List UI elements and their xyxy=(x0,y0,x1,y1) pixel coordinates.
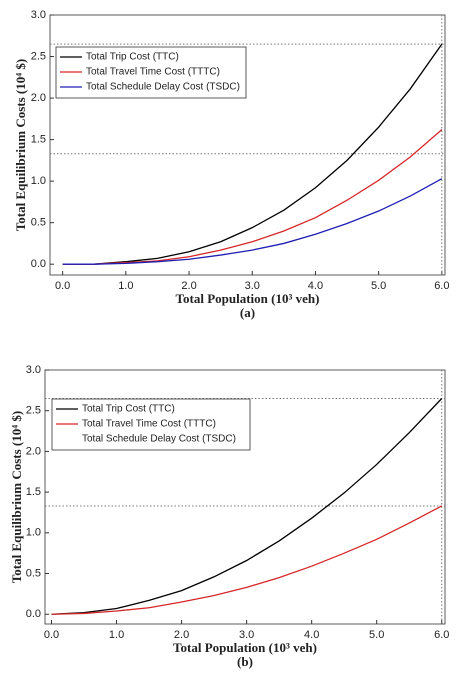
x-tick-label: 1.0 xyxy=(109,629,124,641)
x-tick-label: 5.0 xyxy=(371,280,386,292)
x-tick-label: 0.0 xyxy=(55,280,70,292)
y-tick-label: 0.5 xyxy=(26,567,41,579)
x-tick-label: 4.0 xyxy=(304,629,319,641)
y-tick-label: 1.5 xyxy=(31,134,46,146)
y-axis-label: Total Equilibrium Costs (10⁴ $) xyxy=(9,411,24,583)
series-line xyxy=(62,43,443,265)
subplot: 0.0 1.0 2.0 3.0 4.0 5.0 6.0 0.0 0.5 1.0 1.5 2.0 2.5 3… xyxy=(13,9,450,320)
x-axis-label: Total Population (10³ veh) xyxy=(176,291,320,306)
plot-area xyxy=(49,14,446,276)
legend-label: Total Travel Time Cost (TTTC) xyxy=(86,67,220,78)
x-tick-label: 3.0 xyxy=(239,629,254,641)
subplot-title: (b) xyxy=(237,654,253,669)
x-tick-label: 0.0 xyxy=(44,629,59,641)
y-tick-label: 1.0 xyxy=(26,527,41,539)
y-tick-label: 0.0 xyxy=(31,258,46,270)
y-tick-label: 1.0 xyxy=(31,175,46,187)
series-line xyxy=(62,178,443,265)
y-tick-label: 3.0 xyxy=(31,9,46,21)
legend-box xyxy=(55,46,247,99)
x-tick-label: 6.0 xyxy=(434,629,449,641)
plot-area xyxy=(44,369,446,625)
x-tick-label: 1.0 xyxy=(118,280,133,292)
series-line xyxy=(51,398,443,615)
x-tick-label: 2.0 xyxy=(174,629,189,641)
y-tick-label: 3.0 xyxy=(26,364,41,376)
subplot-title: (a) xyxy=(240,305,255,320)
series-line xyxy=(51,505,443,615)
x-axis-label: Total Population (10³ veh) xyxy=(173,640,317,655)
subplot: 0.0 1.0 2.0 3.0 4.0 5.0 6.0 0.0 0.5 1.0 1.5 2.0 2.5 3… xyxy=(9,364,449,669)
y-tick-label: 2.0 xyxy=(31,92,46,104)
y-tick-label: 2.5 xyxy=(26,405,41,417)
y-axis-label: Total Equilibrium Costs (10⁴ $) xyxy=(13,59,28,231)
legend-label: Total Schedule Delay Cost (TSDC) xyxy=(86,82,240,93)
y-tick-label: 1.5 xyxy=(26,486,41,498)
series-line xyxy=(62,129,443,265)
x-tick-label: 3.0 xyxy=(245,280,260,292)
x-tick-label: 2.0 xyxy=(181,280,196,292)
legend-box xyxy=(51,398,251,451)
legend-label: Total Trip Cost (TTC) xyxy=(82,404,175,415)
x-tick-label: 5.0 xyxy=(369,629,384,641)
x-tick-label: 6.0 xyxy=(434,280,449,292)
y-tick-label: 2.5 xyxy=(31,50,46,62)
y-tick-label: 0.0 xyxy=(26,608,41,620)
x-tick-label: 4.0 xyxy=(308,280,323,292)
y-tick-label: 2.0 xyxy=(26,445,41,457)
y-tick-label: 0.5 xyxy=(31,217,46,229)
legend-label: Total Travel Time Cost (TTTC) xyxy=(82,419,216,430)
legend-label: Total Schedule Delay Cost (TSDC) xyxy=(82,434,236,445)
legend-label: Total Trip Cost (TTC) xyxy=(86,52,179,63)
